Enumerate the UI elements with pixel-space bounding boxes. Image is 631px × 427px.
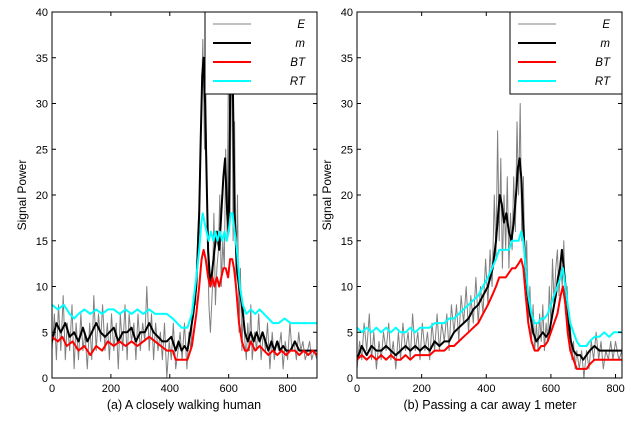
series-line-rt <box>357 230 622 347</box>
y-axis-label: Signal Power <box>15 160 29 231</box>
panel-caption: (b) Passing a car away 1 meter <box>404 398 577 412</box>
x-tick-label: 0 <box>354 383 360 395</box>
legend-label-rt: RT <box>290 76 306 88</box>
y-axis-label: Signal Power <box>320 160 334 231</box>
x-tick-label: 0 <box>49 383 55 395</box>
y-tick-label: 35 <box>341 53 353 65</box>
series-group <box>52 12 317 378</box>
y-tick-label: 20 <box>36 190 48 202</box>
y-tick-label: 20 <box>341 190 353 202</box>
y-tick-label: 30 <box>36 99 48 111</box>
legend: Em BT RT <box>204 11 318 95</box>
series-line-bt <box>357 258 622 370</box>
y-tick-label: 40 <box>36 7 48 19</box>
y-tick-label: 10 <box>36 282 48 294</box>
legend-label-e: E <box>602 19 610 31</box>
y-tick-label: 0 <box>42 373 48 385</box>
y-tick-label: 35 <box>36 53 48 65</box>
y-tick-label: 15 <box>341 236 353 248</box>
series-line-e <box>357 103 622 378</box>
y-tick-label: 25 <box>36 144 48 156</box>
series-line-bt <box>52 248 317 361</box>
x-tick-label: 200 <box>412 383 430 395</box>
series-line-m <box>357 157 622 361</box>
y-tick-label: 40 <box>341 7 353 19</box>
legend-label-m: m <box>600 38 610 50</box>
x-tick-label: 200 <box>102 383 120 395</box>
x-tick-label: 800 <box>278 383 296 395</box>
series-line-rt <box>52 212 317 329</box>
legend-label-m: m <box>295 38 305 50</box>
panel-caption: (a) A closely walking human <box>107 398 261 412</box>
x-tick-label: 800 <box>606 383 624 395</box>
series-line-m <box>52 12 317 352</box>
legend-label-bt: BT <box>595 57 611 69</box>
y-tick-label: 5 <box>42 327 48 339</box>
x-tick-label: 400 <box>161 383 179 395</box>
y-tick-label: 25 <box>341 144 353 156</box>
y-tick-label: 5 <box>347 327 353 339</box>
legend-label-e: E <box>297 19 305 31</box>
y-tick-label: 15 <box>36 236 48 248</box>
x-tick-label: 600 <box>542 383 560 395</box>
legend-label-bt: BT <box>290 57 306 69</box>
series-group <box>357 103 622 378</box>
legend: Em BT RT <box>509 11 623 95</box>
y-tick-label: 30 <box>341 99 353 111</box>
legend-label-rt: RT <box>595 76 611 88</box>
y-tick-label: 10 <box>341 282 353 294</box>
x-tick-label: 600 <box>219 383 237 395</box>
y-tick-label: 0 <box>347 373 353 385</box>
x-tick-label: 400 <box>477 383 495 395</box>
